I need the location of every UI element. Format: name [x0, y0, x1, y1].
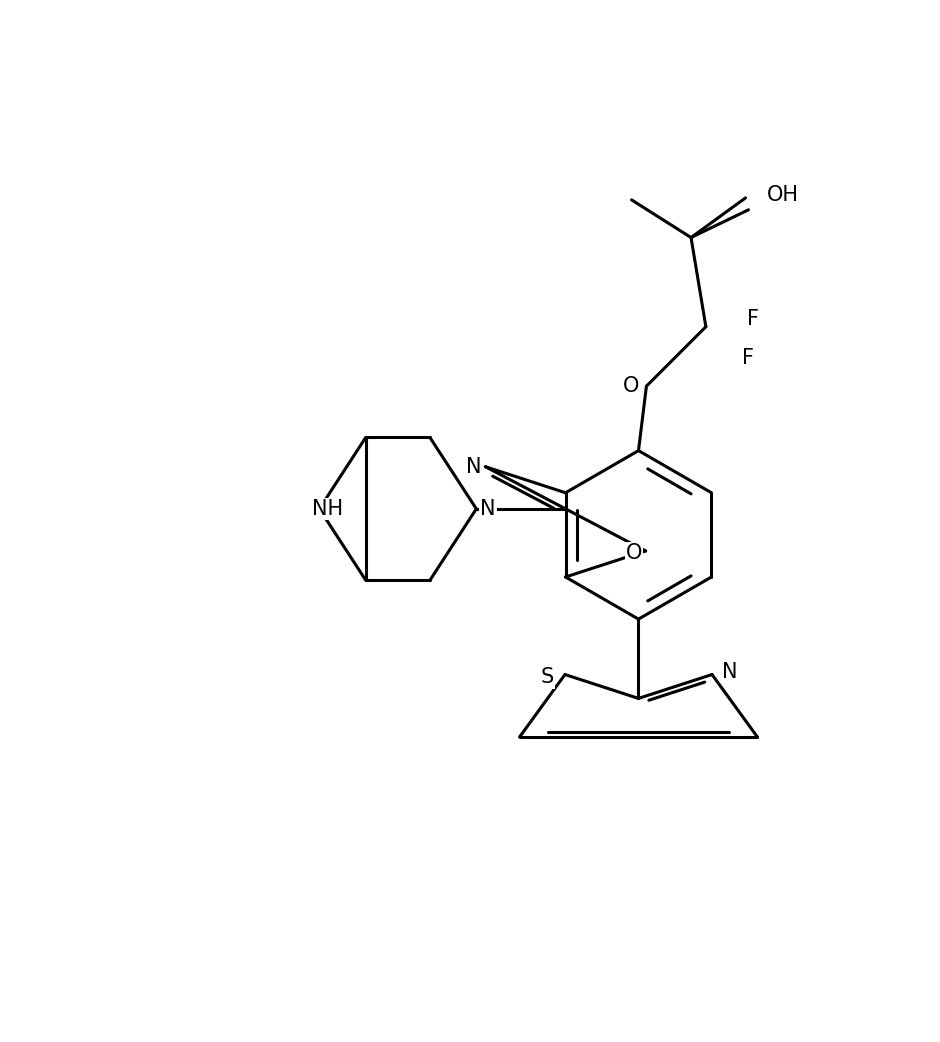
Text: F: F	[742, 348, 754, 369]
Text: N: N	[480, 499, 496, 519]
Text: OH: OH	[767, 184, 799, 205]
Text: NH: NH	[312, 499, 343, 519]
Text: S: S	[540, 668, 554, 688]
Text: O: O	[626, 543, 642, 563]
Text: F: F	[747, 308, 760, 329]
Text: N: N	[722, 662, 738, 681]
Text: N: N	[465, 456, 481, 477]
Text: O: O	[622, 376, 639, 396]
